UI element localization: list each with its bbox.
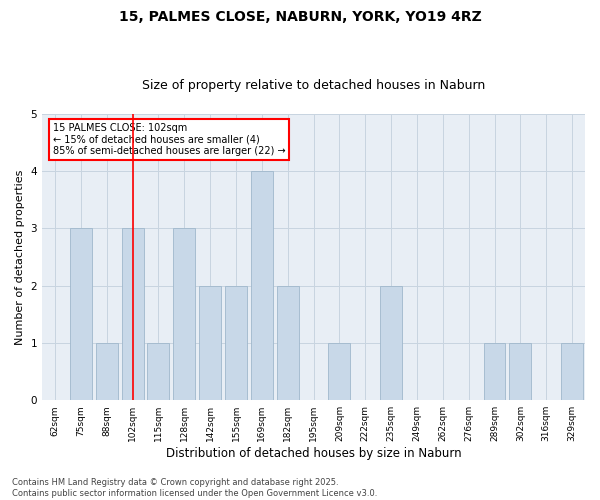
Bar (148, 343, 169, 400)
Title: Size of property relative to detached houses in Naburn: Size of property relative to detached ho… (142, 79, 485, 92)
Text: 15 PALMES CLOSE: 102sqm
← 15% of detached houses are smaller (4)
85% of semi-det: 15 PALMES CLOSE: 102sqm ← 15% of detache… (53, 122, 286, 156)
Bar (95, 343, 118, 400)
Y-axis label: Number of detached properties: Number of detached properties (15, 170, 25, 345)
Bar (225, 286, 247, 400)
Text: 15, PALMES CLOSE, NABURN, YORK, YO19 4RZ: 15, PALMES CLOSE, NABURN, YORK, YO19 4RZ (119, 10, 481, 24)
Bar (70, 228, 92, 400)
Bar (328, 343, 350, 400)
Bar (484, 343, 505, 400)
X-axis label: Distribution of detached houses by size in Naburn: Distribution of detached houses by size … (166, 447, 461, 460)
Bar (277, 286, 299, 400)
Text: Contains HM Land Registry data © Crown copyright and database right 2025.
Contai: Contains HM Land Registry data © Crown c… (12, 478, 377, 498)
Bar (509, 343, 532, 400)
Bar (199, 286, 221, 400)
Bar (251, 171, 273, 400)
Bar (122, 228, 143, 400)
Bar (173, 228, 195, 400)
Bar (561, 343, 583, 400)
Bar (380, 286, 402, 400)
